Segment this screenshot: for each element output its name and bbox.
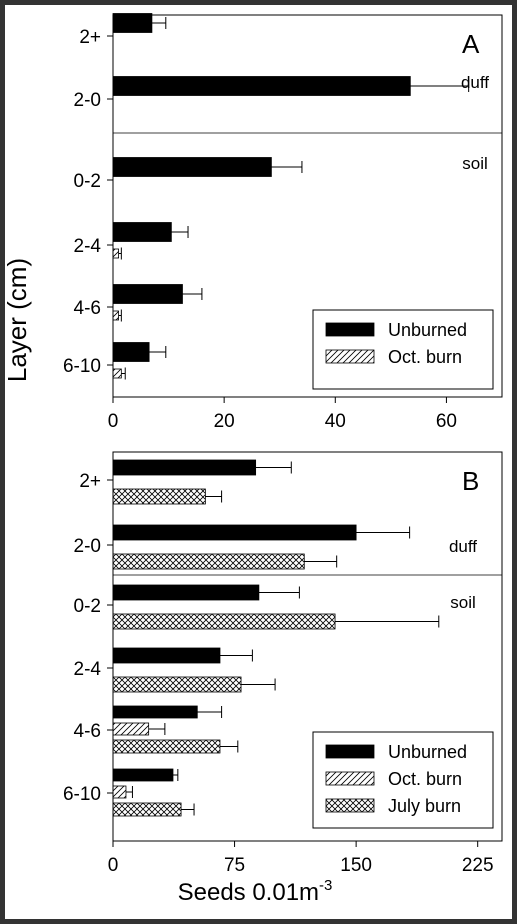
plot-frame	[112, 451, 503, 842]
y-tick-label: 2-0	[74, 536, 101, 557]
x-tick-label: 40	[325, 411, 346, 432]
x-tick-label: 150	[340, 855, 372, 876]
panel-label: B	[462, 466, 479, 496]
y-tick-label: 4-6	[74, 721, 101, 742]
y-tick-label: 2+	[79, 471, 101, 492]
bar-unburned-2-0	[112, 76, 411, 96]
x-tick-label: 225	[462, 855, 494, 876]
bar-unburned-6-10	[112, 768, 174, 782]
bar-july-burn-2-0	[112, 553, 305, 570]
plot-frame	[112, 14, 503, 398]
bar-oct-burn-4-6	[112, 722, 150, 736]
region-label-duff: duff	[461, 73, 489, 92]
bar-oct-burn-6-10	[112, 785, 127, 799]
legend-label: Unburned	[388, 742, 467, 762]
bar-july-burn-2-4	[112, 676, 242, 693]
x-tick-label: 20	[214, 411, 235, 432]
x-tick-label: 60	[436, 411, 457, 432]
legend-swatch	[325, 744, 375, 759]
x-tick-label: 0	[108, 411, 119, 432]
bar-unburned-2-4	[112, 647, 221, 664]
y-tick-label: 2+	[79, 27, 101, 48]
legend-label: Unburned	[388, 320, 467, 340]
bar-unburned-0-2	[112, 157, 272, 177]
bar-unburned-0-2	[112, 584, 260, 601]
legend-swatch	[325, 771, 375, 786]
bar-oct-burn-6-10	[112, 368, 122, 379]
x-tick-label: 0	[108, 855, 119, 876]
x-tick-label: 75	[224, 855, 245, 876]
legend-label: Oct. burn	[388, 347, 462, 367]
y-tick-label: 4-6	[74, 298, 101, 319]
legend-label: Oct. burn	[388, 769, 462, 789]
bar-july-burn-0-2	[112, 613, 336, 630]
y-tick-label: 2-0	[74, 90, 101, 111]
y-tick-label: 2-4	[74, 659, 102, 680]
bar-unburned-2-0	[112, 524, 357, 541]
panel-label: A	[462, 29, 480, 59]
bar-oct-burn-4-6	[112, 310, 119, 321]
region-label-duff: duff	[449, 537, 477, 556]
legend-label: July burn	[388, 796, 461, 816]
region-label-soil: soil	[450, 593, 476, 612]
bar-unburned-2-4	[112, 222, 172, 242]
bar-july-burn-4-6	[112, 739, 221, 754]
y-tick-label: 0-2	[74, 171, 101, 192]
bar-unburned-4-6	[112, 284, 183, 304]
legend-swatch	[325, 349, 375, 364]
bar-july-burn-6-10	[112, 802, 182, 817]
y-tick-label: 0-2	[74, 596, 101, 617]
bar-oct-burn-2-4	[112, 248, 119, 259]
region-label-soil: soil	[462, 154, 488, 173]
y-axis-label: Layer (cm)	[5, 258, 32, 382]
bar-july-burn-2+	[112, 488, 206, 505]
legend-swatch	[325, 322, 375, 337]
x-axis-label: Seeds 0.01m-3	[178, 877, 333, 906]
y-tick-label: 2-4	[74, 236, 102, 257]
bar-unburned-6-10	[112, 342, 150, 362]
y-tick-label: 6-10	[63, 356, 101, 377]
y-tick-label: 6-10	[63, 784, 101, 805]
bar-unburned-4-6	[112, 705, 198, 719]
bar-unburned-2+	[112, 459, 257, 476]
bar-unburned-2+	[112, 13, 153, 33]
legend-swatch	[325, 798, 375, 813]
